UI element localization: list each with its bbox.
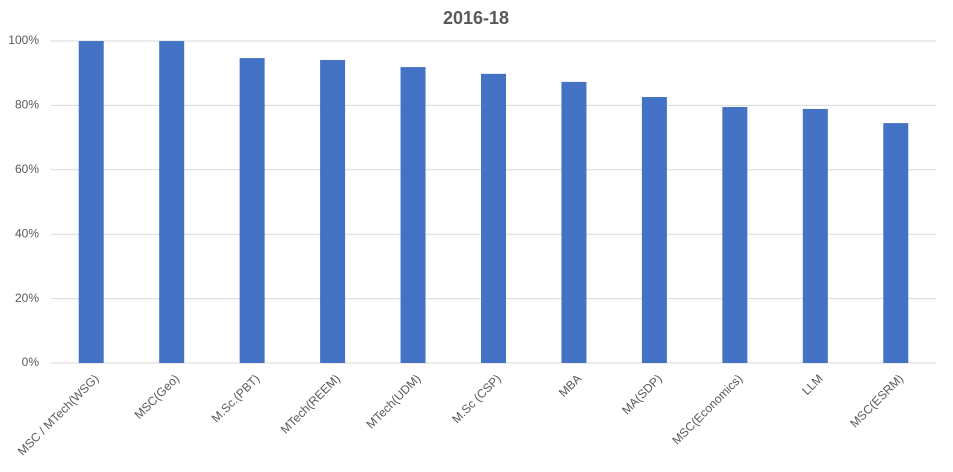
x-tick-label: M.Sc.(PBT): [209, 371, 263, 425]
bar: [78, 41, 104, 363]
bar: [159, 41, 185, 363]
x-tick-label: MSC(Economics): [669, 371, 745, 447]
y-tick-label: 100%: [8, 33, 39, 47]
x-tick-label: M.Sc (CSP): [449, 371, 504, 426]
y-tick-label: 40%: [15, 226, 39, 240]
x-tick-label: MA(SDP): [619, 371, 665, 417]
bar: [239, 58, 265, 363]
y-tick-label: 0%: [22, 355, 40, 369]
y-tick-label: 20%: [15, 291, 39, 305]
x-tick-label: MSC(ESRM): [847, 371, 906, 430]
bar: [561, 81, 587, 364]
bar: [400, 67, 426, 363]
x-tick-label: LLM: [799, 371, 825, 397]
y-tick-label: 60%: [15, 162, 39, 176]
x-tick-label: MSC / MTech(WSG): [15, 371, 102, 458]
chart-title: 2016-18: [443, 8, 509, 28]
bar: [883, 123, 909, 363]
x-tick-label: MSC(Geo): [132, 371, 182, 421]
x-tick-label: MBA: [556, 371, 584, 399]
bar: [481, 73, 506, 364]
x-tick-label: MTech(REEM): [278, 371, 343, 436]
bar: [320, 59, 346, 364]
bar: [722, 107, 748, 363]
bar: [641, 97, 667, 363]
y-tick-label: 80%: [15, 98, 39, 112]
bar: [802, 108, 828, 363]
x-tick-label: MTech(UDM): [364, 371, 424, 431]
